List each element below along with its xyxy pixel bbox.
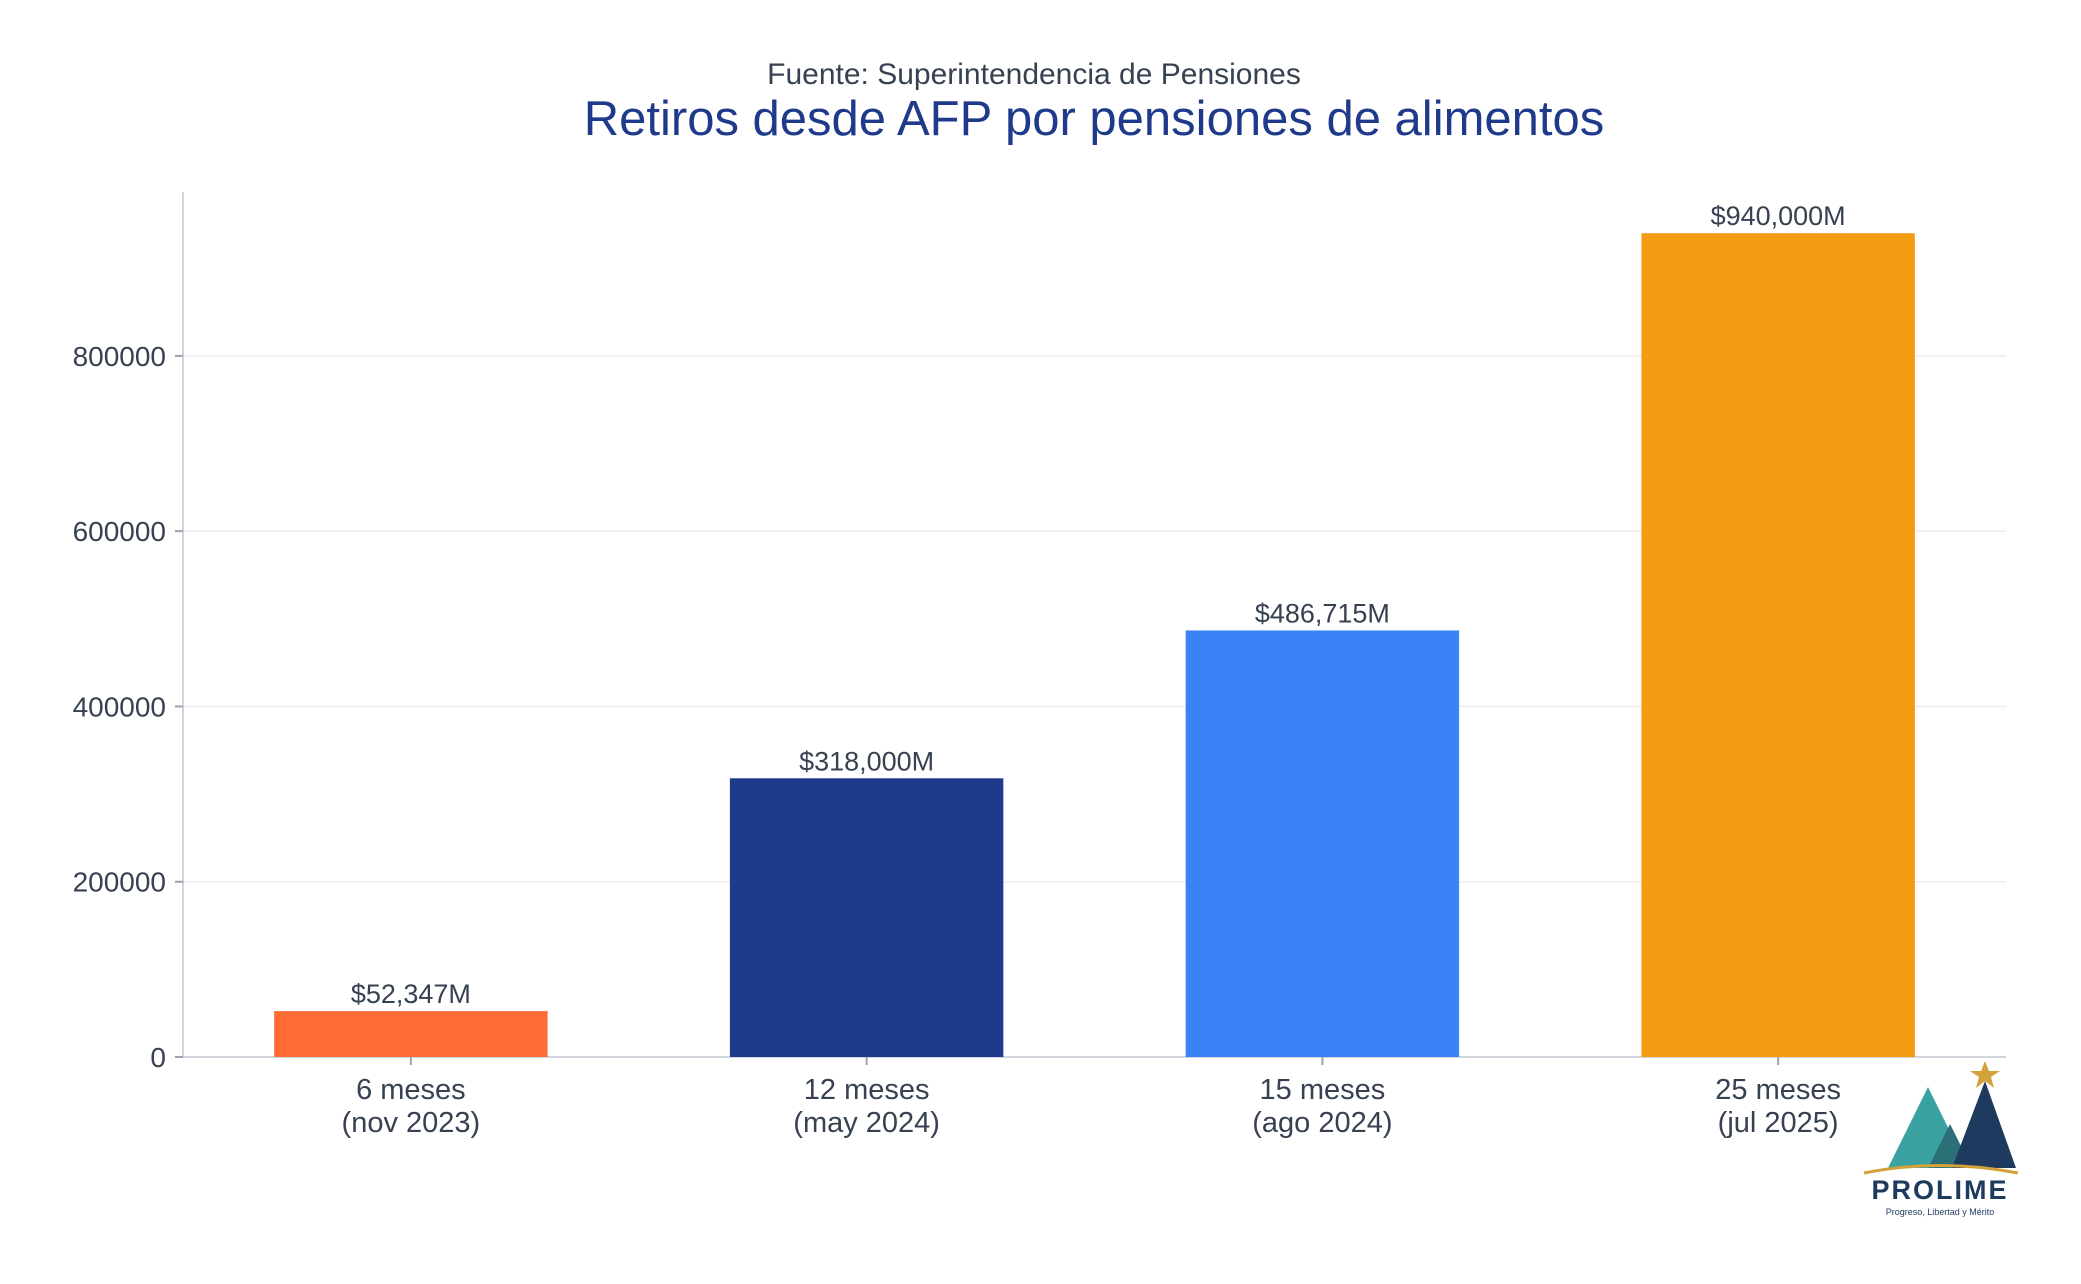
y-tick-label: 0	[150, 1042, 166, 1073]
bar	[1641, 233, 1915, 1057]
chart-title: Retiros desde AFP por pensiones de alime…	[584, 92, 1605, 146]
x-tick-label: (jul 2025)	[1718, 1107, 1839, 1139]
logo-star-icon	[1970, 1061, 2000, 1088]
bars: $52,347M $318,000M $486,715M $940,000M	[274, 201, 1915, 1057]
bar	[1185, 630, 1460, 1057]
x-tick-label: (nov 2023)	[342, 1107, 481, 1139]
bar	[274, 1011, 548, 1057]
logo-arc	[1863, 1164, 2019, 1175]
y-tick-label: 400000	[73, 691, 166, 722]
data-label: $486,715M	[1255, 598, 1390, 628]
logo-navy-mountain	[1952, 1081, 2016, 1168]
data-label: $52,347M	[351, 979, 471, 1009]
x-tick-label: 6 meses	[356, 1074, 466, 1106]
y-axis-ticks: 0 200000 400000 600000 800000	[73, 341, 183, 1073]
logo-name: PROLIME	[1871, 1175, 2008, 1205]
chart-subtitle: Fuente: Superintendencia de Pensiones	[767, 58, 1301, 91]
x-tick-label: 12 meses	[804, 1074, 930, 1106]
x-axis-ticks: 6 meses(nov 2023) 12 meses(may 2024) 15 me…	[342, 1057, 1841, 1139]
x-tick-label: 25 meses	[1715, 1074, 1841, 1106]
data-label: $940,000M	[1711, 201, 1846, 231]
logo-tagline: Progreso, Libertad y Mérito	[1886, 1207, 1995, 1217]
x-tick-label: 15 meses	[1260, 1074, 1386, 1106]
y-tick-label: 600000	[73, 516, 166, 547]
bar	[729, 778, 1004, 1057]
y-tick-label: 800000	[73, 341, 166, 372]
data-label: $318,000M	[799, 746, 934, 776]
x-tick-label: (may 2024)	[793, 1107, 940, 1139]
x-tick-label: (ago 2024)	[1252, 1107, 1392, 1139]
prolime-logo: PROLIME Progreso, Libertad y Mérito	[1863, 1061, 2019, 1217]
y-tick-label: 200000	[73, 867, 166, 898]
